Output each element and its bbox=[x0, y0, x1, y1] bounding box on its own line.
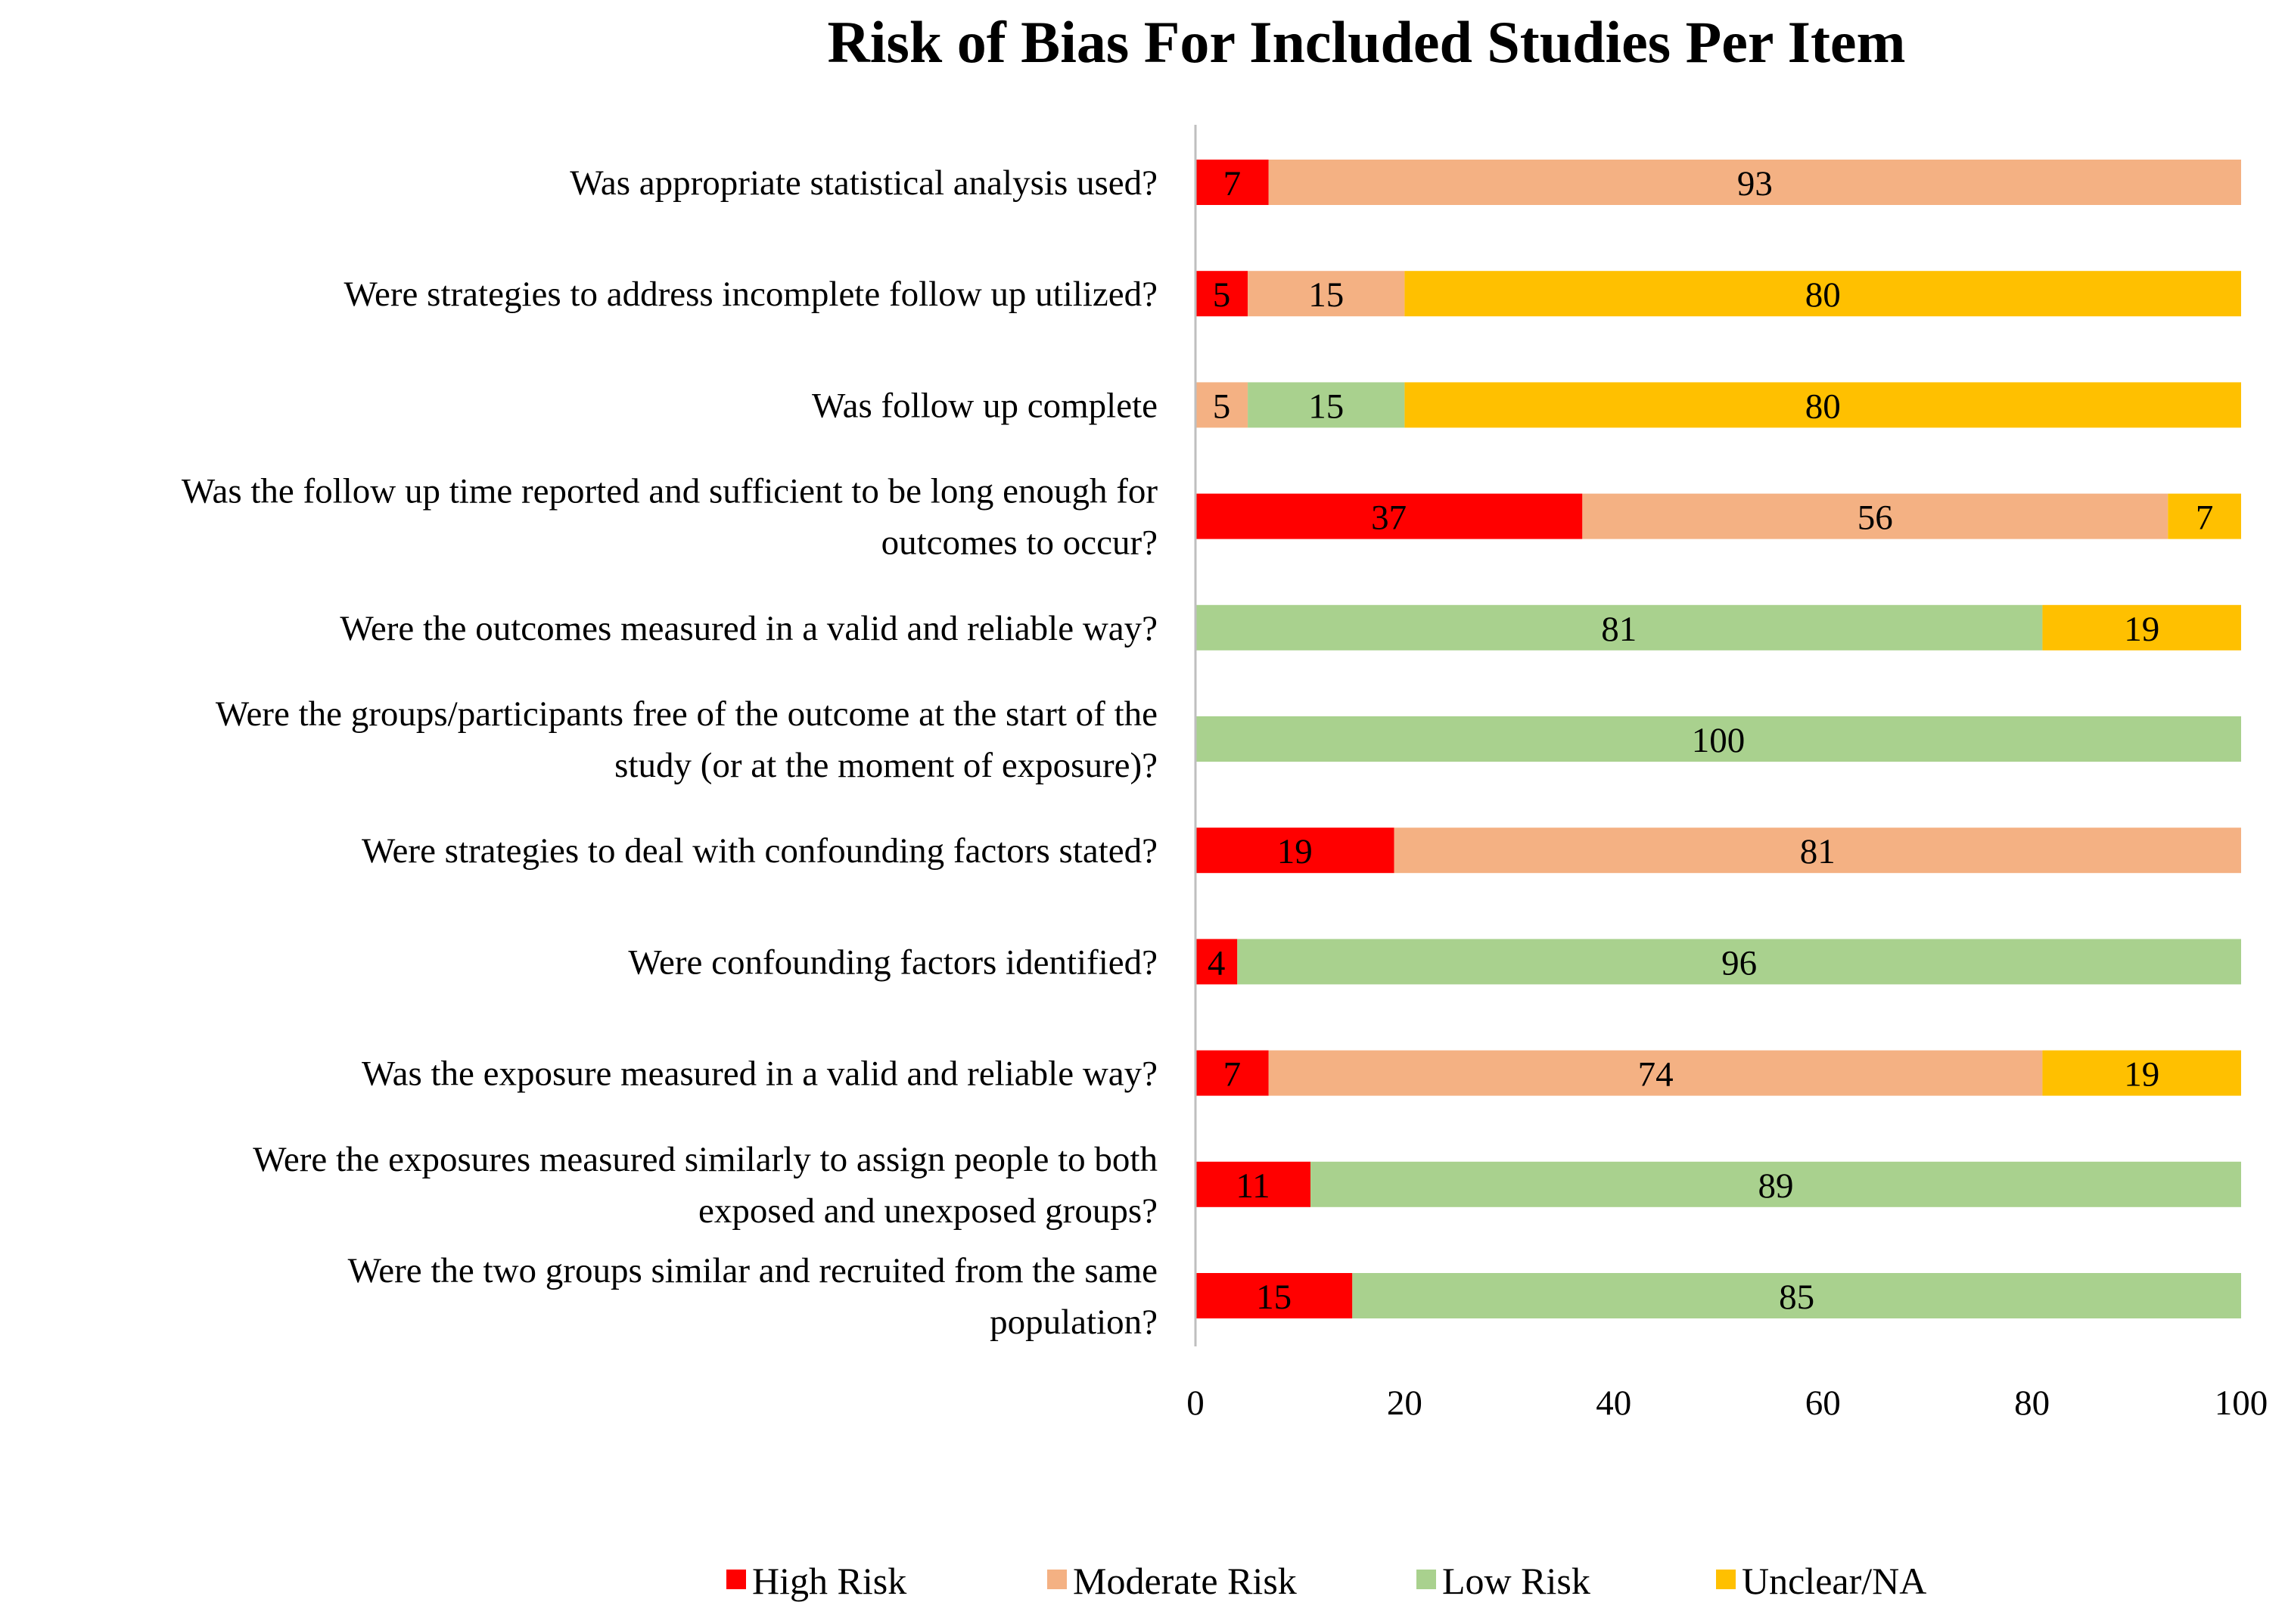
bar-moderate-risk bbox=[1268, 160, 2241, 205]
bar-low-risk bbox=[1310, 1161, 2241, 1207]
legend: High Risk Moderate Risk Low Risk Unclear/NA bbox=[726, 1560, 1926, 1602]
data-label: 81 bbox=[1800, 832, 1836, 871]
legend-swatch-unclear-na bbox=[1716, 1570, 1736, 1589]
bar-moderate-risk bbox=[1248, 271, 1405, 317]
data-label: 81 bbox=[1601, 610, 1637, 649]
bars: 7 93 5 15 80 5 15 80 37 56 7 81 19 100 19 81 4 96 7 74 19 11 8… bbox=[1195, 160, 2241, 1318]
category-label: Was appropriate statistical analysis use… bbox=[570, 163, 1158, 203]
bar-high-risk bbox=[1195, 1161, 1311, 1207]
data-label: 89 bbox=[1758, 1166, 1794, 1206]
bar-unclear-na bbox=[1404, 382, 2241, 428]
data-label: 56 bbox=[1858, 498, 1893, 538]
data-label: 80 bbox=[1805, 387, 1841, 426]
data-label: 19 bbox=[2124, 1055, 2159, 1095]
legend-swatch-low-risk bbox=[1416, 1570, 1436, 1589]
data-label: 37 bbox=[1371, 498, 1407, 538]
category-label: Were the exposures measured similarly to… bbox=[253, 1140, 1158, 1231]
data-label: 19 bbox=[1277, 832, 1313, 871]
bar-moderate-risk bbox=[1394, 828, 2241, 874]
legend-label-unclear-na: Unclear/NA bbox=[1742, 1560, 1926, 1602]
x-axis-ticks: 0 20 40 60 80 100 bbox=[1186, 1383, 2268, 1423]
data-label: 19 bbox=[2124, 610, 2159, 649]
x-tick-label: 0 bbox=[1186, 1383, 1205, 1423]
data-label: 80 bbox=[1805, 275, 1841, 315]
data-label: 100 bbox=[1692, 721, 1746, 760]
legend-swatch-moderate-risk bbox=[1047, 1570, 1067, 1589]
data-label: 15 bbox=[1256, 1278, 1292, 1317]
bar-unclear-na bbox=[1404, 271, 2241, 317]
data-label: 74 bbox=[1638, 1055, 1674, 1095]
bar-low-risk bbox=[1352, 1273, 2241, 1318]
bar-high-risk bbox=[1195, 1273, 1353, 1318]
x-tick-label: 100 bbox=[2215, 1383, 2268, 1423]
bar-low-risk bbox=[1195, 604, 2043, 651]
category-label: Were the outcomes measured in a valid an… bbox=[340, 609, 1158, 648]
data-label: 4 bbox=[1208, 943, 1226, 983]
bar-unclear-na bbox=[2042, 1050, 2241, 1096]
legend-swatch-high-risk bbox=[726, 1570, 746, 1589]
x-tick-label: 20 bbox=[1387, 1383, 1422, 1423]
category-label: Were the groups/participants free of the… bbox=[216, 694, 1158, 785]
bar-high-risk bbox=[1195, 828, 1394, 874]
data-label: 85 bbox=[1779, 1278, 1814, 1317]
category-label: Was follow up complete bbox=[812, 386, 1158, 425]
category-label: Was the exposure measured in a valid and… bbox=[362, 1054, 1158, 1094]
data-label: 7 bbox=[1223, 164, 1242, 203]
category-label: Were the two groups similar and recruite… bbox=[348, 1251, 1158, 1342]
bar-high-risk bbox=[1195, 1050, 1269, 1096]
bar-moderate-risk bbox=[1582, 493, 2168, 539]
bar-high-risk bbox=[1195, 271, 1248, 317]
data-label: 96 bbox=[1721, 943, 1757, 983]
bar-high-risk bbox=[1195, 939, 1238, 985]
bar-unclear-na bbox=[2168, 493, 2241, 539]
data-label: 7 bbox=[1223, 1055, 1242, 1095]
category-label: Were strategies to deal with confounding… bbox=[362, 831, 1158, 871]
category-label: Were confounding factors identified? bbox=[628, 942, 1158, 982]
x-tick-label: 60 bbox=[1805, 1383, 1841, 1423]
bar-low-risk bbox=[1237, 939, 2241, 985]
bar-high-risk bbox=[1195, 493, 1583, 539]
category-labels: Was appropriate statistical analysis use… bbox=[182, 163, 1158, 1342]
category-label: Were strategies to address incomplete fo… bbox=[344, 275, 1158, 314]
data-label: 15 bbox=[1308, 387, 1344, 426]
data-label: 11 bbox=[1236, 1166, 1270, 1206]
bar-high-risk bbox=[1195, 160, 1269, 205]
legend-label-moderate-risk: Moderate Risk bbox=[1073, 1560, 1297, 1602]
x-tick-label: 40 bbox=[1596, 1383, 1631, 1423]
data-label: 5 bbox=[1213, 387, 1231, 426]
x-tick-label: 80 bbox=[2014, 1383, 2050, 1423]
data-label: 5 bbox=[1213, 275, 1231, 315]
bar-low-risk bbox=[1248, 382, 1405, 428]
bar-low-risk bbox=[1195, 716, 2241, 762]
bar-unclear-na bbox=[2042, 604, 2241, 651]
legend-label-low-risk: Low Risk bbox=[1442, 1560, 1590, 1602]
bar-moderate-risk bbox=[1195, 382, 1248, 428]
bar-moderate-risk bbox=[1268, 1050, 2043, 1096]
legend-label-high-risk: High Risk bbox=[752, 1560, 906, 1602]
data-label: 93 bbox=[1737, 164, 1773, 203]
chart-title: Risk of Bias For Included Studies Per It… bbox=[827, 9, 1905, 75]
data-label: 7 bbox=[2196, 498, 2214, 538]
category-label: Was the follow up time reported and suff… bbox=[182, 472, 1158, 563]
data-label: 15 bbox=[1308, 275, 1344, 315]
